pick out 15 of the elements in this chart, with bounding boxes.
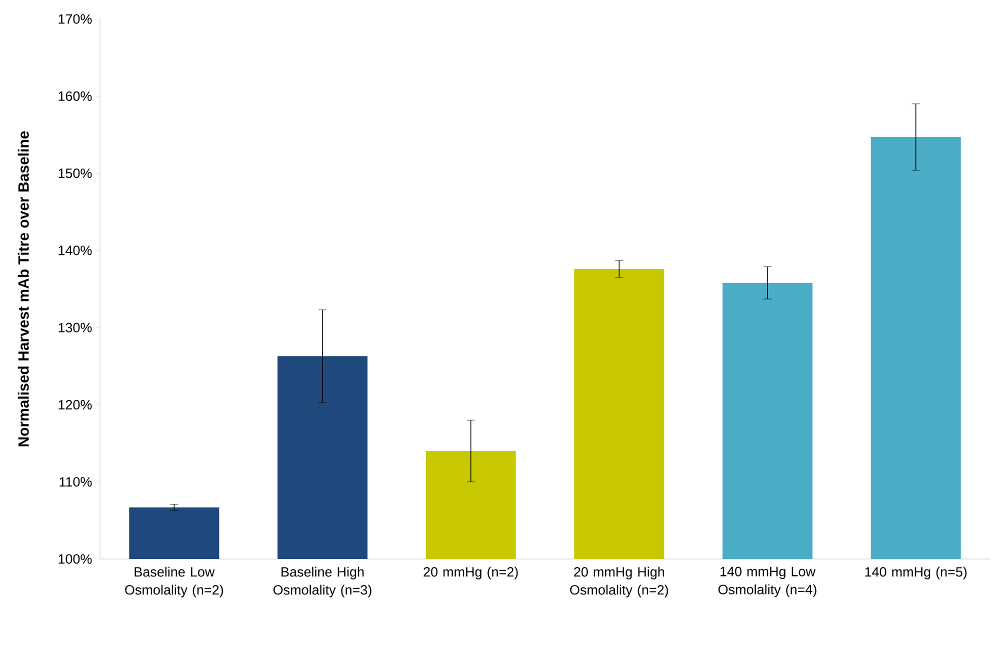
x-tick-label: 20 mmHg High Osmolality (n=2) [570,566,668,598]
y-tick-label: 140% [58,246,92,256]
y-tick-label: 160% [58,91,92,101]
x-tick-label: 140 mmHg Low Osmolality (n=4) [718,566,816,597]
x-tick-label: Baseline High Osmolality (n=3) [273,566,372,598]
y-tick-label: 110% [60,477,92,487]
x-tick-label: Baseline Low Osmolality (n=2) [125,566,224,598]
y-tick-label: 150% [58,168,92,178]
x-tick-label: 140 mmHg (n=5) [865,566,967,580]
y-tick-label: 130% [58,322,92,332]
y-tick-label: 120% [58,400,92,410]
x-tick-label: 20 mmHg (n=2) [424,566,518,580]
y-axis-title: Normalised Harvest mAb Titre over Baseline [18,131,29,446]
y-tick-label: 170% [58,14,92,24]
y-tick-label: 100% [58,554,92,564]
